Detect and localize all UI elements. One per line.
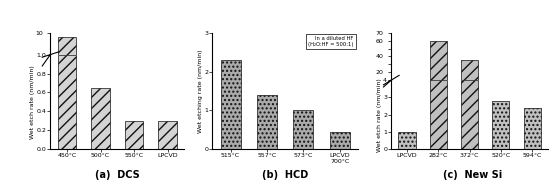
Bar bbox=[461, 60, 478, 88]
Bar bbox=[524, 108, 541, 149]
Bar bbox=[330, 132, 349, 149]
Bar bbox=[158, 121, 177, 149]
Bar bbox=[58, 55, 76, 149]
Bar bbox=[399, 132, 415, 149]
Y-axis label: Wet etch rate (nm/min): Wet etch rate (nm/min) bbox=[30, 65, 35, 139]
Bar bbox=[430, 80, 447, 149]
Text: (c)  New Si: (c) New Si bbox=[443, 170, 502, 180]
Text: In a diluted HF
(H₂O:HF = 500:1): In a diluted HF (H₂O:HF = 500:1) bbox=[308, 36, 353, 47]
Bar bbox=[125, 121, 143, 149]
Bar bbox=[221, 60, 240, 149]
Bar bbox=[293, 110, 313, 149]
Bar bbox=[257, 95, 277, 149]
Bar bbox=[58, 37, 76, 57]
Bar bbox=[91, 88, 110, 149]
Bar bbox=[430, 41, 447, 88]
Bar bbox=[492, 101, 509, 149]
Text: (b)  HCD: (b) HCD bbox=[262, 170, 308, 180]
Y-axis label: Wet etch rate (nm/min): Wet etch rate (nm/min) bbox=[377, 78, 382, 152]
Y-axis label: Wet etching rate (nm/min): Wet etching rate (nm/min) bbox=[198, 49, 203, 133]
Text: (a)  DCS: (a) DCS bbox=[95, 170, 140, 180]
Bar bbox=[461, 80, 478, 149]
